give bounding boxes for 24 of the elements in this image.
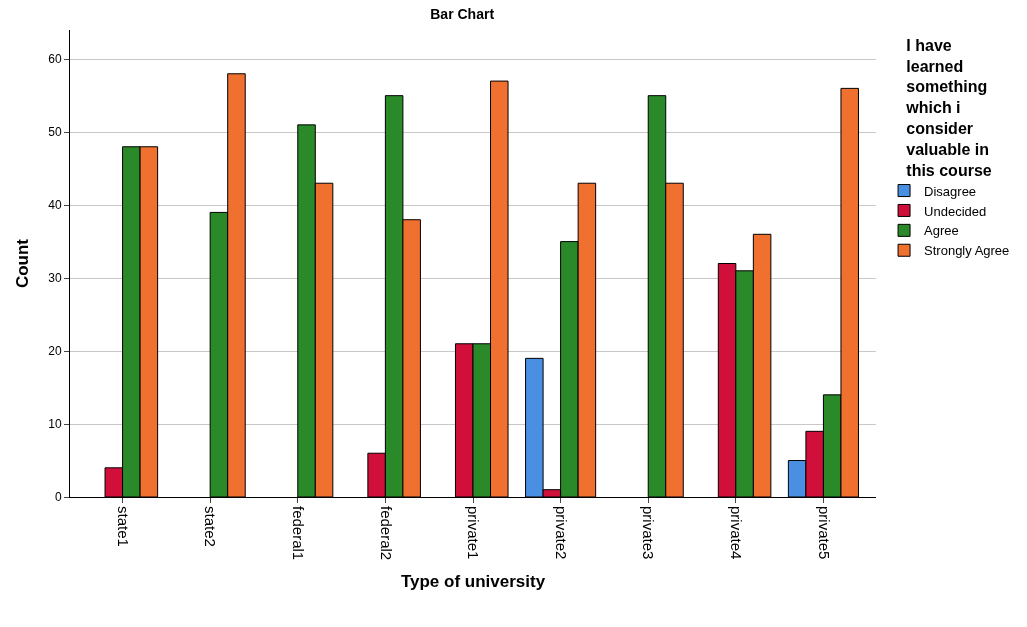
x-tick-label: private3 (640, 506, 658, 560)
legend-label: Disagree (924, 183, 977, 199)
x-tick-label: private2 (552, 506, 570, 560)
x-axis-title: Type of university (400, 571, 546, 591)
y-tick-label: 20 (48, 344, 62, 359)
legend-label: Agree (924, 223, 959, 239)
y-tick-label: 40 (48, 198, 62, 213)
x-tick-label: private1 (465, 506, 483, 560)
chart-title: Bar Chart (430, 6, 495, 23)
x-tick-label: state1 (114, 506, 132, 547)
x-tick-label: federal2 (377, 506, 395, 561)
legend-label: Undecided (924, 203, 987, 219)
y-tick-label: 50 (48, 125, 62, 140)
legend-label: Strongly Agree (924, 243, 1010, 259)
y-tick-label: 30 (48, 271, 62, 286)
x-tick-label: federal1 (289, 506, 307, 561)
y-tick-label: 10 (48, 417, 62, 432)
y-tick-label: 60 (48, 52, 62, 67)
y-axis-title: Count (12, 238, 32, 289)
x-tick-label: private5 (815, 506, 833, 560)
legend-title: I have learned something which i consider valuable in this course (905, 36, 992, 179)
x-tick-label: private4 (727, 506, 745, 560)
x-tick-label: state2 (202, 506, 220, 547)
y-tick-label: 0 (54, 490, 62, 505)
